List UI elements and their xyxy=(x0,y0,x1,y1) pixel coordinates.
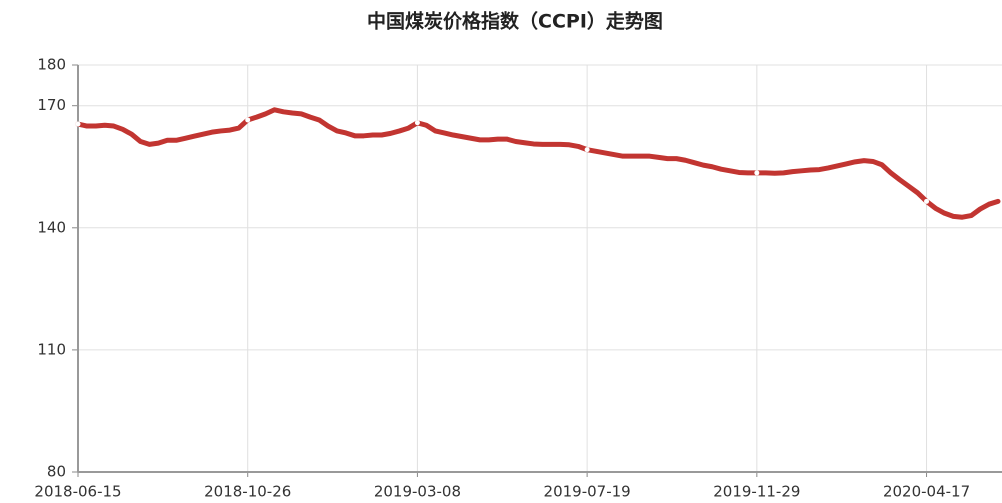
chart-title: 中国煤炭价格指数（CCPI）走势图 xyxy=(367,10,663,33)
x-tick-label: 2018-10-26 xyxy=(204,483,291,500)
data-point xyxy=(924,198,930,204)
x-tick-label: 2019-07-19 xyxy=(544,483,631,500)
data-point xyxy=(584,147,590,153)
y-tick-label: 140 xyxy=(37,218,66,236)
x-tick-label: 2018-06-15 xyxy=(34,483,121,500)
y-tick-label: 170 xyxy=(37,96,66,114)
y-tick-label: 180 xyxy=(37,56,66,74)
data-point xyxy=(75,121,81,127)
x-tick-label: 2020-04-17 xyxy=(883,483,970,500)
y-tick-label: 80 xyxy=(47,463,66,481)
data-line xyxy=(75,107,1001,220)
x-tick-label: 2019-03-08 xyxy=(374,483,461,500)
data-point xyxy=(754,170,760,176)
data-point xyxy=(414,120,420,126)
y-tick-label: 110 xyxy=(37,340,66,358)
x-tick-label: 2019-11-29 xyxy=(713,483,800,500)
data-point xyxy=(245,117,251,123)
